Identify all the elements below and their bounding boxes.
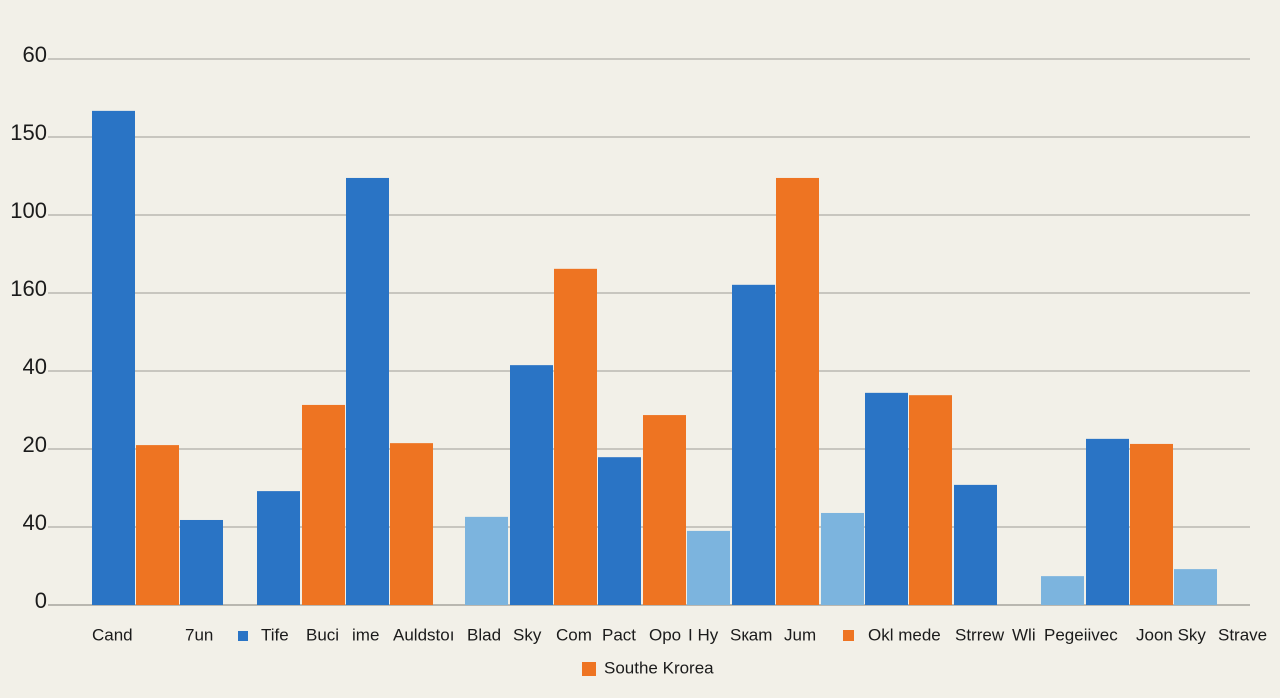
x-label: Sкam (730, 625, 772, 644)
y-tick-label: 40 (23, 354, 47, 379)
x-label: Opo (649, 625, 681, 644)
bar (687, 530, 730, 605)
bar (257, 491, 300, 605)
x-label: Sky (513, 625, 542, 644)
y-tick-label: 160 (10, 276, 47, 301)
x-label: Wli (1012, 625, 1036, 644)
bar (1086, 438, 1129, 605)
bar (510, 365, 553, 605)
x-label: Strave (1218, 625, 1267, 644)
legend-label: Southe Krorea (604, 658, 714, 677)
x-label: Com (556, 625, 592, 644)
legend-label: Tife (261, 625, 289, 644)
bar (865, 392, 908, 605)
bar (954, 484, 997, 605)
bar (390, 443, 433, 605)
y-tick-label: 100 (10, 198, 47, 223)
bar (554, 268, 597, 605)
x-label: I Hy (688, 625, 719, 644)
x-label: Blad (467, 625, 501, 644)
x-label: Pegeiivec (1044, 625, 1118, 644)
bar (909, 395, 952, 605)
bar (92, 110, 135, 606)
bar (302, 404, 345, 605)
bar (643, 415, 686, 605)
legend-swatch (843, 630, 854, 641)
bar (1130, 443, 1173, 605)
bar (1041, 576, 1084, 605)
y-tick-label: 60 (23, 42, 47, 67)
legend-swatch (582, 662, 596, 676)
bar (465, 516, 508, 605)
x-label: Cand (92, 625, 133, 644)
y-tick-label: 20 (23, 432, 47, 457)
bar (776, 177, 819, 605)
x-label: ime (352, 625, 379, 644)
x-label: Strrew (955, 625, 1005, 644)
legend-swatch (238, 631, 248, 641)
bar (346, 177, 389, 605)
x-label: Joon Sky (1136, 625, 1206, 644)
y-tick-label: 150 (10, 120, 47, 145)
y-tick-label: 40 (23, 510, 47, 535)
x-label: Jum (784, 625, 816, 644)
bar (1174, 569, 1217, 605)
x-label: Pact (602, 625, 636, 644)
bar (180, 519, 223, 605)
y-tick-label: 0 (35, 588, 47, 613)
x-label: 7un (185, 625, 213, 644)
x-label: Auldstoı (393, 625, 454, 644)
bar (821, 512, 864, 605)
bar (598, 457, 641, 605)
bar (136, 445, 179, 605)
legend-label: Okl mede (868, 625, 941, 644)
x-label: Buci (306, 625, 339, 644)
bar (732, 284, 775, 605)
